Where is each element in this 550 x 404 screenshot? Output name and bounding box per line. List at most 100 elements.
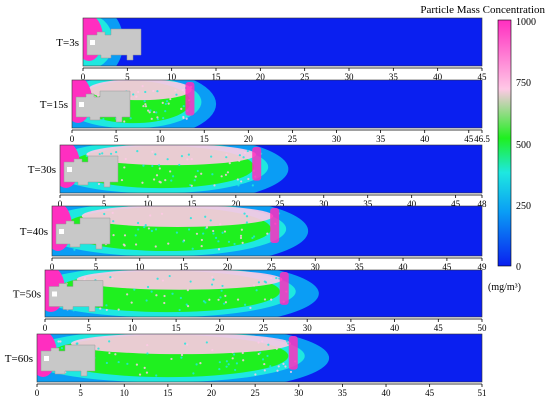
speckle <box>160 212 164 215</box>
front-band <box>279 272 289 305</box>
equipment-shape <box>55 217 111 250</box>
x-tick-label: 25 <box>300 72 310 82</box>
speckle <box>145 371 149 374</box>
speckle <box>150 229 153 233</box>
speckle <box>219 223 222 226</box>
speckle <box>83 276 87 280</box>
speckle <box>117 360 120 364</box>
x-tick-label: 35 <box>338 388 348 398</box>
speckle <box>193 179 196 182</box>
speckle <box>144 103 147 106</box>
speckle <box>246 149 249 153</box>
speckle <box>166 158 169 161</box>
speckle <box>153 110 156 114</box>
speckle <box>210 155 213 158</box>
speckle <box>120 178 124 182</box>
speckle <box>261 358 265 361</box>
speckle <box>167 242 170 245</box>
speckle <box>212 229 215 233</box>
speckle <box>126 362 129 365</box>
speckle <box>227 363 230 366</box>
speckle <box>240 228 243 231</box>
speckle <box>239 236 243 240</box>
speckle <box>162 117 165 120</box>
speckle <box>179 296 182 300</box>
time-label: T=15s <box>40 99 68 111</box>
speckle <box>224 294 227 297</box>
speckle <box>284 365 287 368</box>
x-tick-label: 5 <box>125 72 130 82</box>
speckle <box>243 151 247 154</box>
speckle <box>143 366 146 369</box>
x-tick-label: 15 <box>179 262 189 272</box>
x-tick-label: 45 <box>442 262 452 272</box>
speckle <box>111 211 114 214</box>
speckle <box>155 174 159 177</box>
equipment-shape <box>63 155 119 188</box>
speckle <box>180 356 183 359</box>
x-tick-label: 10 <box>135 262 145 272</box>
x-tick-label: 35 <box>346 323 356 333</box>
speckle <box>126 293 129 296</box>
x-tick-label: 0 <box>70 134 75 144</box>
x-tick-label: 40 <box>399 262 409 272</box>
speckle <box>217 248 221 251</box>
x-tick-label: 15 <box>187 199 197 209</box>
speckle <box>277 365 280 368</box>
colorbar-tick-label: 1000 <box>516 17 536 28</box>
speckle <box>223 230 227 233</box>
speckle <box>251 241 254 245</box>
speckle <box>168 274 171 278</box>
plume-light <box>76 270 283 290</box>
speckle <box>218 368 221 371</box>
colorbar-gradient <box>497 19 512 267</box>
time-label: T=50s <box>13 289 41 301</box>
x-tick-label: 20 <box>244 134 254 144</box>
speckle <box>267 343 270 346</box>
speckle <box>105 308 108 312</box>
speckle <box>109 152 113 155</box>
speckle <box>144 90 147 94</box>
speckle <box>200 245 203 248</box>
speckle <box>155 374 158 377</box>
speckle <box>266 354 269 358</box>
field <box>83 18 482 66</box>
speckle <box>222 302 226 305</box>
speckle <box>224 173 228 176</box>
speckle <box>178 308 181 312</box>
x-tick-label: 50 <box>478 323 488 333</box>
panel-frame <box>82 17 483 67</box>
speckle <box>180 154 184 158</box>
x-tick-label: 0 <box>81 72 86 82</box>
x-tick-label: 48 <box>478 199 488 209</box>
speckle <box>221 284 224 288</box>
speckle <box>266 232 269 235</box>
colorbar-unit: (mg/m³) <box>488 282 521 293</box>
speckle <box>147 227 151 230</box>
speckle <box>155 111 158 114</box>
speckle <box>174 89 177 92</box>
speckle <box>251 236 254 240</box>
speckle <box>165 100 169 103</box>
speckle <box>194 175 197 178</box>
speckle <box>161 279 165 282</box>
field <box>52 206 482 256</box>
x-tick-label: 49 <box>478 262 488 272</box>
x-tick-label: 20 <box>215 323 225 333</box>
panel: 0 5 10 15 20 25 30 35 40 45 51 T=60s <box>5 333 487 398</box>
x-tick-label: 30 <box>303 323 313 333</box>
speckle <box>175 93 178 96</box>
speckle <box>254 373 257 376</box>
speckle <box>225 365 228 368</box>
speckle <box>154 228 158 231</box>
speckle <box>112 220 115 223</box>
x-tick-label: 40 <box>407 199 417 209</box>
speckle <box>156 116 159 119</box>
x-tick-label: 20 <box>223 262 233 272</box>
speckle <box>219 296 222 299</box>
speckle <box>210 283 214 286</box>
speckle <box>213 184 216 187</box>
x-tick-label: 30 <box>319 199 329 209</box>
speckle <box>143 100 146 103</box>
x-tick-label: 46.5 <box>474 134 490 144</box>
